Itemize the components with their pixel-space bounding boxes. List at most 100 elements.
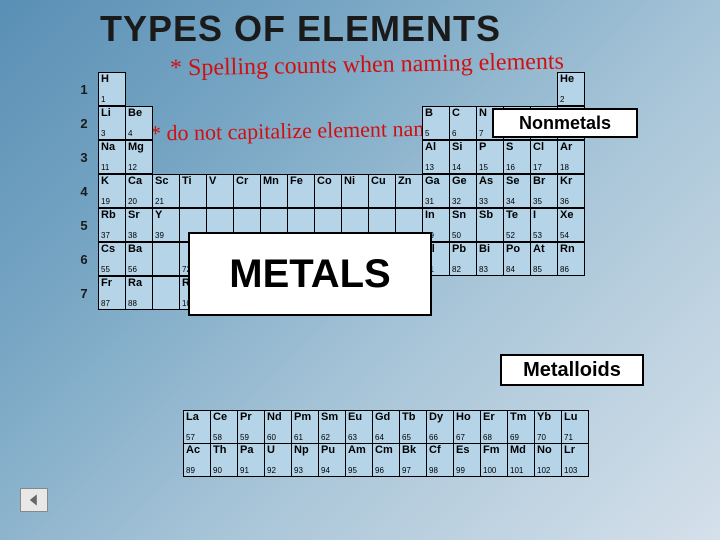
- element-symbol: Ar: [558, 141, 584, 153]
- element-cell: Es99: [453, 443, 481, 477]
- element-number: 66: [427, 434, 453, 443]
- element-number: 95: [346, 467, 372, 476]
- element-symbol: Ca: [126, 175, 152, 187]
- empty-cell: [152, 72, 180, 106]
- element-number: 96: [373, 467, 399, 476]
- element-number: 88: [126, 300, 152, 309]
- element-cell: B5: [422, 106, 450, 140]
- empty-cell: [422, 72, 450, 106]
- element-cell: Dy66: [426, 410, 454, 444]
- element-number: 2: [558, 96, 584, 105]
- element-symbol: Eu: [346, 411, 372, 423]
- metalloids-label: Metalloids: [500, 354, 644, 386]
- element-symbol: Sr: [126, 209, 152, 221]
- element-symbol: [288, 209, 314, 210]
- element-cell: Mg12: [125, 140, 153, 174]
- period-label: 4: [70, 174, 98, 208]
- element-number: [153, 274, 179, 275]
- element-number: [180, 206, 206, 207]
- element-number: [153, 308, 179, 309]
- empty-cell: [395, 72, 423, 106]
- element-cell: Ra88: [125, 276, 153, 310]
- element-symbol: No: [535, 444, 561, 456]
- element-cell: Rb37: [98, 208, 126, 242]
- period-label: 2: [70, 106, 98, 140]
- element-cell: Ho67: [453, 410, 481, 444]
- element-cell: Th90: [210, 443, 238, 477]
- element-number: 35: [531, 198, 557, 207]
- element-number: 103: [562, 467, 588, 476]
- element-symbol: Xe: [558, 209, 584, 221]
- period-label: 7: [70, 276, 98, 310]
- element-symbol: Pb: [450, 243, 476, 255]
- element-symbol: Cm: [373, 444, 399, 456]
- element-cell: Ba56: [125, 242, 153, 276]
- element-symbol: Bi: [477, 243, 503, 255]
- element-number: [207, 206, 233, 207]
- element-number: 36: [558, 198, 584, 207]
- element-symbol: Kr: [558, 175, 584, 187]
- empty-cell: [287, 72, 315, 106]
- element-symbol: Am: [346, 444, 372, 456]
- element-symbol: Y: [153, 209, 179, 221]
- element-symbol: Yb: [535, 411, 561, 423]
- element-cell: Rn86: [557, 242, 585, 276]
- element-number: 34: [504, 198, 530, 207]
- element-cell: He2: [557, 72, 585, 106]
- element-symbol: P: [477, 141, 503, 153]
- element-number: 92: [265, 467, 291, 476]
- element-symbol: Cr: [234, 175, 260, 187]
- empty-cell: [449, 72, 477, 106]
- element-cell: Cf98: [426, 443, 454, 477]
- element-number: 19: [99, 198, 125, 207]
- element-number: [234, 206, 260, 207]
- element-cell: Fm100: [480, 443, 508, 477]
- element-number: 6: [450, 130, 476, 139]
- element-number: 93: [292, 467, 318, 476]
- element-symbol: [396, 209, 422, 210]
- element-symbol: Ni: [342, 175, 368, 187]
- element-cell: Ga31: [422, 174, 450, 208]
- element-cell: Bk97: [399, 443, 427, 477]
- element-symbol: Fm: [481, 444, 507, 456]
- element-symbol: Md: [508, 444, 534, 456]
- element-cell: Ge32: [449, 174, 477, 208]
- element-number: 56: [126, 266, 152, 275]
- element-number: 68: [481, 434, 507, 443]
- element-cell: Tb65: [399, 410, 427, 444]
- empty-cell: [179, 140, 207, 174]
- element-symbol: Br: [531, 175, 557, 187]
- element-symbol: Te: [504, 209, 530, 221]
- element-symbol: Po: [504, 243, 530, 255]
- element-cell: Kr 36: [557, 174, 585, 208]
- element-number: 39: [153, 232, 179, 241]
- element-symbol: Zn: [396, 175, 422, 187]
- element-cell: Se34: [503, 174, 531, 208]
- element-symbol: At: [531, 243, 557, 255]
- element-cell: Co: [314, 174, 342, 208]
- element-cell: Er68: [480, 410, 508, 444]
- element-number: [288, 206, 314, 207]
- empty-cell: [260, 72, 288, 106]
- element-cell: Yb70: [534, 410, 562, 444]
- element-symbol: Be: [126, 107, 152, 119]
- element-cell: Gd64: [372, 410, 400, 444]
- element-cell: Y 39: [152, 208, 180, 242]
- element-number: 67: [454, 434, 480, 443]
- empty-cell: [314, 140, 342, 174]
- element-cell: Br 35: [530, 174, 558, 208]
- empty-cell: [503, 276, 531, 310]
- element-symbol: Pr: [238, 411, 264, 423]
- period-label: 3: [70, 140, 98, 174]
- empty-cell: [260, 106, 288, 140]
- element-number: 50: [450, 232, 476, 241]
- back-button[interactable]: [20, 488, 48, 512]
- element-cell: Cl17: [530, 140, 558, 174]
- element-cell: H1: [98, 72, 126, 106]
- element-symbol: U: [265, 444, 291, 456]
- period-label: 5: [70, 208, 98, 242]
- element-number: 58: [211, 434, 237, 443]
- element-number: 33: [477, 198, 503, 207]
- empty-cell: [449, 276, 477, 310]
- element-symbol: Cu: [369, 175, 395, 187]
